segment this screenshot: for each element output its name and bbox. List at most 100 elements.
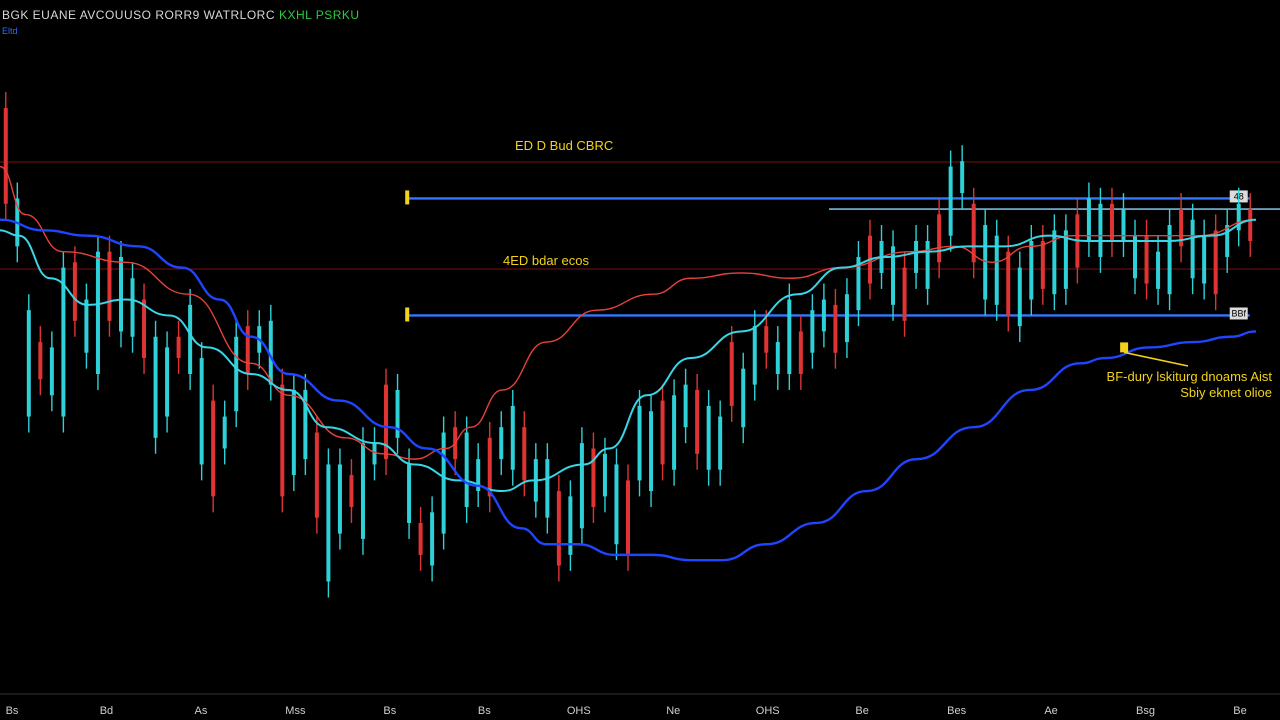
ma-fast-line (0, 165, 1257, 460)
candle-body (407, 464, 412, 523)
candle-body (49, 347, 54, 396)
candle (222, 400, 227, 465)
candle (360, 427, 365, 555)
candle-body (1006, 251, 1011, 316)
candle-body (994, 235, 999, 305)
candle-body (360, 443, 365, 539)
candle-body (741, 368, 746, 428)
candle (706, 389, 711, 486)
candle (752, 310, 757, 401)
candle (925, 225, 930, 305)
candle (1086, 182, 1091, 257)
candle-body (326, 464, 331, 582)
candle (626, 464, 630, 571)
candle (499, 411, 504, 476)
candle-body (729, 342, 734, 406)
chart-header-symbol[interactable]: KXHL PSRKU (278, 8, 360, 22)
candle (314, 416, 319, 534)
candle (153, 320, 158, 454)
x-axis-ticks: Bs Bd As Mss Bs Bs OHS Ne OHS Be Bes Ae Bsg Be (6, 705, 1247, 717)
candle (660, 384, 665, 481)
candle-body (303, 389, 308, 460)
candle (510, 389, 515, 486)
candle-body (510, 405, 515, 470)
candle-body (372, 443, 377, 465)
annotation-marker (1120, 342, 1189, 367)
level-marker-left-0[interactable] (405, 190, 410, 205)
candle-body (188, 304, 193, 374)
x-tick-label: Bs (478, 705, 491, 717)
candle-body (821, 299, 826, 332)
candle-body (142, 299, 147, 359)
candle (211, 384, 216, 513)
candle-body (430, 512, 435, 566)
candle-body (199, 358, 204, 465)
chart-header-subtitle: Eltd (2, 26, 18, 36)
candle-body (1167, 225, 1172, 295)
candle-body (464, 432, 469, 507)
candle (1121, 193, 1126, 257)
candle (1248, 193, 1253, 257)
level-lines: 48BBf (405, 190, 1280, 322)
candle-body (798, 331, 803, 374)
candle-body (245, 326, 250, 374)
candle (1179, 193, 1184, 263)
candle-body (695, 389, 700, 454)
annotation-line-2: Sbiy eknet olioe (1180, 385, 1272, 400)
candle (268, 304, 273, 401)
candle (26, 294, 31, 433)
annotation-point[interactable] (1120, 342, 1129, 353)
candle (337, 448, 342, 550)
candle (1017, 251, 1022, 343)
candle (672, 379, 677, 486)
candle-body (384, 384, 389, 460)
candle-body (1179, 209, 1184, 247)
level-marker-left-1[interactable] (405, 307, 410, 322)
candle (1190, 203, 1195, 295)
candle (695, 374, 700, 470)
candle (1133, 219, 1138, 295)
candle (1063, 214, 1068, 305)
candle-body (61, 267, 66, 417)
ma-slow-line (0, 218, 1257, 562)
candle (741, 352, 746, 444)
x-tick-label: Bd (100, 705, 113, 717)
candle-body (314, 432, 319, 518)
candle (245, 310, 250, 390)
candle (349, 459, 354, 523)
candle (234, 320, 239, 428)
candle-body (545, 459, 550, 518)
candle (176, 320, 181, 374)
candle (649, 395, 654, 507)
candle (199, 342, 204, 481)
candle-body (499, 427, 504, 460)
candle-body (1086, 198, 1091, 241)
candle (395, 374, 400, 454)
candle (545, 443, 550, 534)
candle (1098, 187, 1103, 273)
candle (983, 209, 988, 316)
candle (1052, 214, 1057, 311)
candle (568, 480, 573, 571)
candle-body (718, 416, 723, 470)
candle-body (349, 475, 354, 507)
candle (61, 251, 66, 433)
candle-body (1017, 267, 1022, 327)
candle-body (3, 108, 8, 204)
candle (1109, 187, 1114, 257)
candle (49, 331, 54, 412)
candle-body (683, 384, 688, 428)
candle (718, 400, 723, 486)
candle-body (130, 278, 135, 337)
candle-body (925, 241, 930, 289)
x-tick-label: Ne (666, 705, 680, 717)
candle (556, 475, 561, 582)
candle (1156, 235, 1161, 305)
candle (591, 432, 596, 523)
candle-body (914, 241, 919, 273)
candle-body (1190, 219, 1195, 279)
candle (1225, 209, 1230, 273)
level-tag-1 (1229, 307, 1248, 320)
